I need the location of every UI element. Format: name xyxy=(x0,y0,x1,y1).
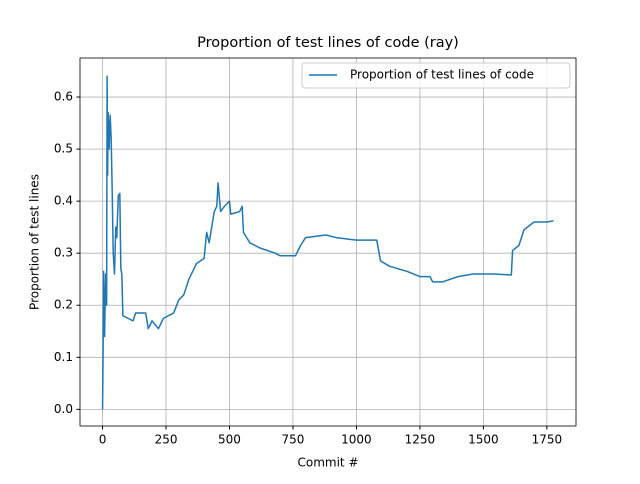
y-tick-label: 0.5 xyxy=(54,142,73,156)
legend-box xyxy=(301,62,571,89)
x-tick-label: 1750 xyxy=(532,433,563,447)
plot xyxy=(101,75,554,410)
x-tick-label: 1250 xyxy=(405,433,436,447)
data-line xyxy=(101,75,554,410)
y-tick-label: 0.2 xyxy=(54,298,73,312)
x-tick-label: 1500 xyxy=(468,433,499,447)
grid xyxy=(76,58,576,430)
axes-frame xyxy=(79,57,577,427)
y-tick-label: 0.3 xyxy=(54,246,73,260)
y-tick-label: 0.1 xyxy=(54,350,73,364)
y-tick-label: 0.0 xyxy=(54,402,73,416)
x-axis-label: Commit # xyxy=(297,456,358,470)
y-axis-label: Proportion of test lines xyxy=(28,174,42,310)
x-tick-label: 500 xyxy=(218,433,241,447)
x-tick-label: 250 xyxy=(155,433,178,447)
legend-label: Proportion of test lines of code xyxy=(350,68,534,82)
chart-title: Proportion of test lines of code (ray) xyxy=(197,35,459,51)
legend: Proportion of test lines of code xyxy=(301,62,571,89)
x-tick-label: 0 xyxy=(99,433,107,447)
y-tick-label: 0.4 xyxy=(54,194,73,208)
y-tick-label: 0.6 xyxy=(54,90,73,104)
x-tick-label: 750 xyxy=(282,433,305,447)
x-tick-label: 1000 xyxy=(341,433,372,447)
